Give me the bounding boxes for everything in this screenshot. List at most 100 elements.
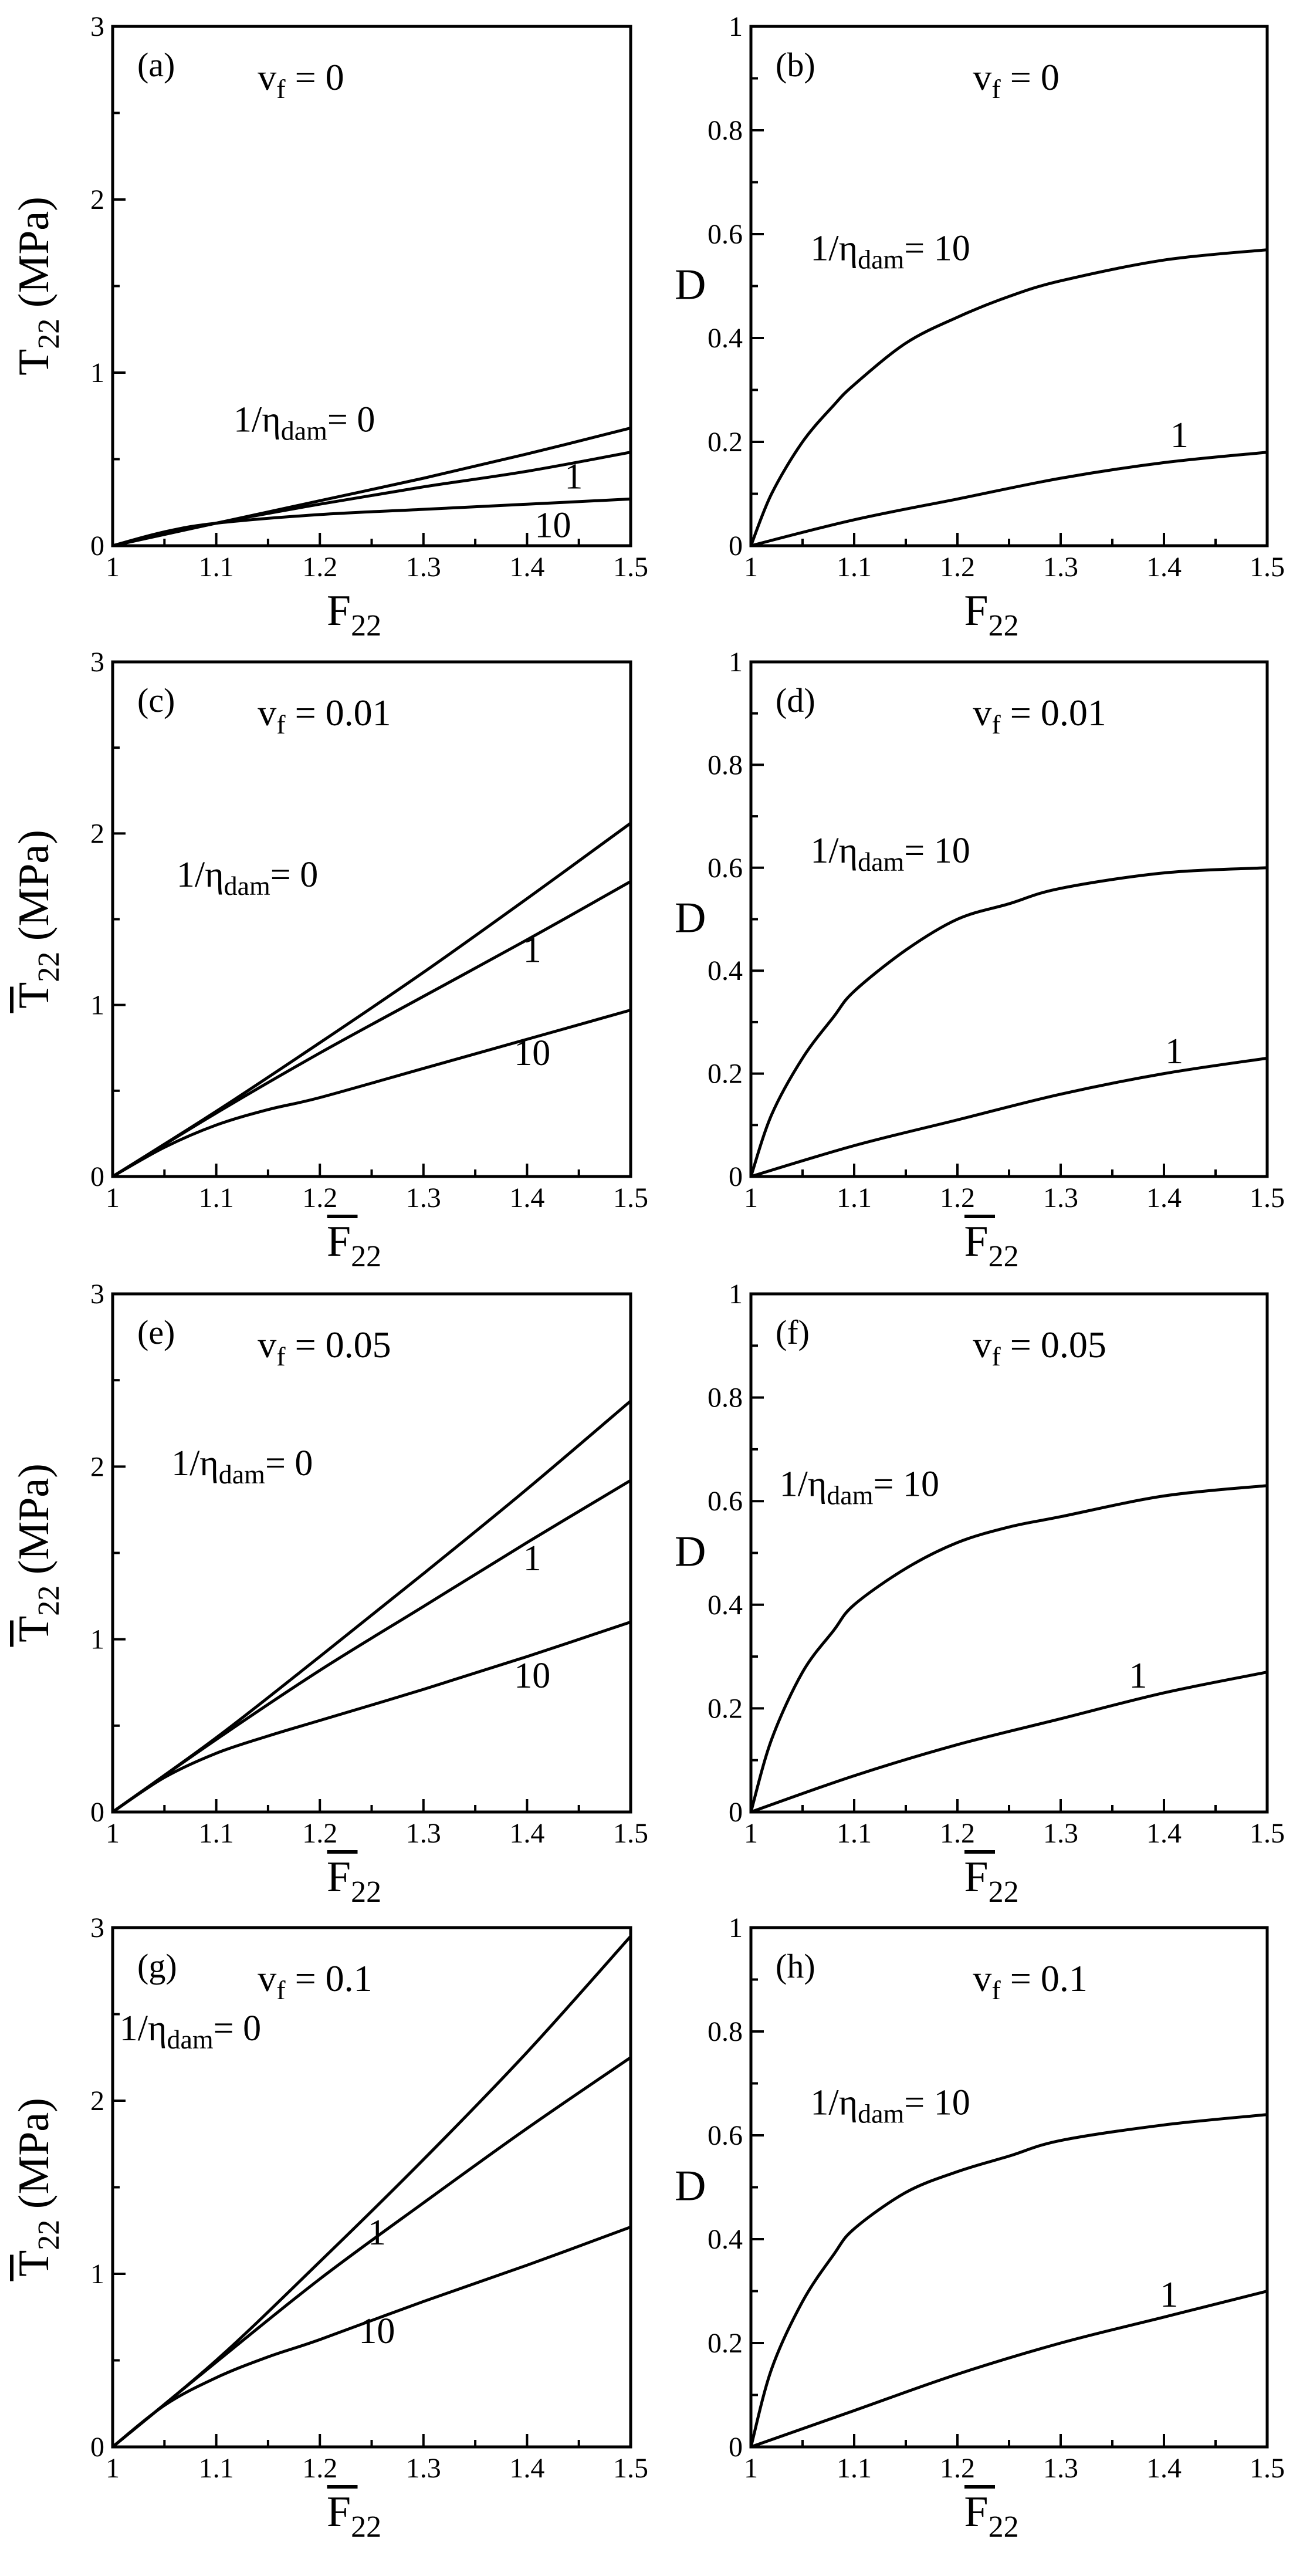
y-tick-label: 1 bbox=[729, 1912, 743, 1943]
series-line-eta-10 bbox=[749, 1484, 1269, 1814]
x-tick-label: 1.3 bbox=[406, 1818, 441, 1849]
x-tick-label: 1 bbox=[106, 552, 120, 583]
series-line-eta-1 bbox=[111, 2056, 632, 2449]
series-line-eta-1 bbox=[749, 1671, 1269, 1814]
series-line-eta-10 bbox=[111, 497, 632, 547]
x-tick-label: 1 bbox=[744, 552, 758, 583]
x-tick-label: 1.1 bbox=[199, 552, 234, 583]
series-line-eta-10 bbox=[749, 866, 1269, 1178]
series-label-eta-10: 10 bbox=[535, 505, 571, 545]
y-tick-label: 1 bbox=[90, 357, 104, 388]
series-label-eta-0: 1/ηdam= 0 bbox=[120, 2009, 261, 2054]
panel-label: (d) bbox=[776, 681, 815, 719]
series-line-eta-0 bbox=[111, 1935, 632, 2449]
series-label-eta-1: 1 bbox=[1129, 1656, 1148, 1696]
x-axis-title: F22 bbox=[964, 2488, 1018, 2544]
x-tick-label: 1 bbox=[106, 1818, 120, 1849]
x-tick-label: 1.4 bbox=[509, 1182, 544, 1213]
y-axis-title: T22 (MPa) bbox=[10, 1463, 66, 1642]
y-tick-label: 2 bbox=[90, 1451, 104, 1482]
panel-f: 1 1.1 1.2 1.3 1.4 1.5 0 0.2 0.4 0.6 0.8 1 (f) vf = 0.… bbox=[675, 1279, 1285, 1909]
y-tick-label: 0.6 bbox=[708, 219, 743, 250]
series-label-eta-1: 1 bbox=[523, 931, 541, 971]
series-label-eta-10: 1/ηdam= 10 bbox=[810, 831, 970, 877]
x-tick-label: 1.4 bbox=[509, 552, 544, 583]
x-tick-label: 1.4 bbox=[509, 1818, 544, 1849]
series-label-eta-0: 1/ηdam= 0 bbox=[171, 1443, 313, 1489]
x-tick-label: 1.2 bbox=[940, 2453, 975, 2484]
series-label-eta-1: 1 bbox=[523, 1539, 541, 1578]
series-label-eta-1: 1 bbox=[1165, 1032, 1183, 1071]
y-tick-label: 0 bbox=[90, 1797, 104, 1828]
y-tick-label: 0 bbox=[729, 530, 743, 562]
x-tick-label: 1.3 bbox=[1043, 2453, 1078, 2484]
x-tick-label: 1.2 bbox=[302, 552, 337, 583]
y-tick-label: 1 bbox=[729, 11, 743, 42]
y-tick-label: 0.2 bbox=[708, 1693, 743, 1724]
series-label-eta-0: 1/ηdam= 0 bbox=[233, 400, 375, 445]
panel-h: 1 1.1 1.2 1.3 1.4 1.5 0 0.2 0.4 0.6 0.8 1 (h) vf = 0.… bbox=[675, 1912, 1285, 2544]
x-axis-title: F22 bbox=[327, 587, 381, 643]
x-tick-label: 1.5 bbox=[613, 1818, 648, 1849]
series-label-eta-1: 1 bbox=[368, 2213, 386, 2253]
x-tick-label: 1.1 bbox=[199, 1818, 234, 1849]
panel-label: (a) bbox=[137, 46, 175, 84]
series-line-eta-1 bbox=[111, 880, 632, 1178]
y-tick-label: 0.6 bbox=[708, 1486, 743, 1517]
series-line-eta-10 bbox=[111, 1008, 632, 1178]
x-tick-label: 1.3 bbox=[1043, 1182, 1078, 1213]
x-tick-label: 1.1 bbox=[837, 1182, 872, 1213]
panel-d: 1 1.1 1.2 1.3 1.4 1.5 0 0.2 0.4 0.6 0.8 1 (d) vf = 0.… bbox=[675, 647, 1285, 1273]
x-tick-label: 1.2 bbox=[302, 2453, 337, 2484]
x-tick-label: 1 bbox=[106, 1182, 120, 1213]
series-line-eta-10 bbox=[749, 2113, 1269, 2449]
x-tick-label: 1.1 bbox=[837, 1818, 872, 1849]
series-label-eta-10: 10 bbox=[514, 1656, 550, 1696]
y-tick-label: 0.4 bbox=[708, 1590, 743, 1621]
x-tick-label: 1 bbox=[744, 1818, 758, 1849]
x-tick-label: 1.4 bbox=[1146, 1818, 1182, 1849]
y-axis-title: D bbox=[675, 261, 706, 309]
panel-label: (f) bbox=[776, 1313, 810, 1351]
x-tick-label: 1.2 bbox=[302, 1182, 337, 1213]
x-tick-label: 1 bbox=[106, 2453, 120, 2484]
y-tick-label: 1 bbox=[729, 1279, 743, 1310]
y-tick-label: 0.4 bbox=[708, 2224, 743, 2255]
y-tick-label: 0.2 bbox=[708, 2328, 743, 2359]
y-tick-label: 2 bbox=[90, 2085, 104, 2117]
x-tick-label: 1.5 bbox=[1250, 2453, 1285, 2484]
volume-fraction-label: vf = 0.01 bbox=[973, 692, 1106, 739]
x-tick-label: 1.2 bbox=[940, 1182, 975, 1213]
y-tick-label: 0.6 bbox=[708, 2120, 743, 2151]
x-tick-label: 1.5 bbox=[1250, 1182, 1285, 1213]
panel-label: (e) bbox=[137, 1313, 175, 1351]
volume-fraction-label: vf = 0.05 bbox=[258, 1324, 391, 1371]
y-tick-label: 3 bbox=[90, 647, 104, 678]
y-tick-label: 0.8 bbox=[708, 1382, 743, 1414]
y-tick-label: 0 bbox=[729, 1161, 743, 1192]
x-axis-title: F22 bbox=[964, 587, 1018, 643]
series-line-eta-10 bbox=[111, 2225, 632, 2449]
y-tick-label: 0.4 bbox=[708, 955, 743, 986]
y-axis-title: D bbox=[675, 894, 706, 942]
y-tick-label: 0 bbox=[729, 2432, 743, 2463]
x-tick-label: 1.5 bbox=[613, 552, 648, 583]
y-tick-label: 3 bbox=[90, 11, 104, 42]
series-line-eta-1 bbox=[749, 1056, 1269, 1178]
y-axis-title: T22 (MPa) bbox=[10, 197, 66, 376]
x-tick-label: 1.1 bbox=[837, 2453, 872, 2484]
series-line-eta-10 bbox=[111, 1620, 632, 1814]
series-line-eta-1 bbox=[749, 2290, 1269, 2449]
y-tick-label: 0.2 bbox=[708, 1059, 743, 1090]
series-label-eta-10: 1/ηdam= 10 bbox=[810, 228, 970, 274]
plot-frame bbox=[111, 1292, 632, 1814]
panel-b: 1 1.1 1.2 1.3 1.4 1.5 0 0.2 0.4 0.6 0.8 1 (b) vf = 0 F… bbox=[675, 11, 1285, 643]
x-tick-label: 1.4 bbox=[1146, 552, 1182, 583]
series-line-eta-1 bbox=[111, 1479, 632, 1814]
panel-label: (h) bbox=[776, 1947, 815, 1985]
y-tick-label: 0.2 bbox=[708, 427, 743, 458]
series-label-eta-10: 10 bbox=[358, 2311, 395, 2351]
